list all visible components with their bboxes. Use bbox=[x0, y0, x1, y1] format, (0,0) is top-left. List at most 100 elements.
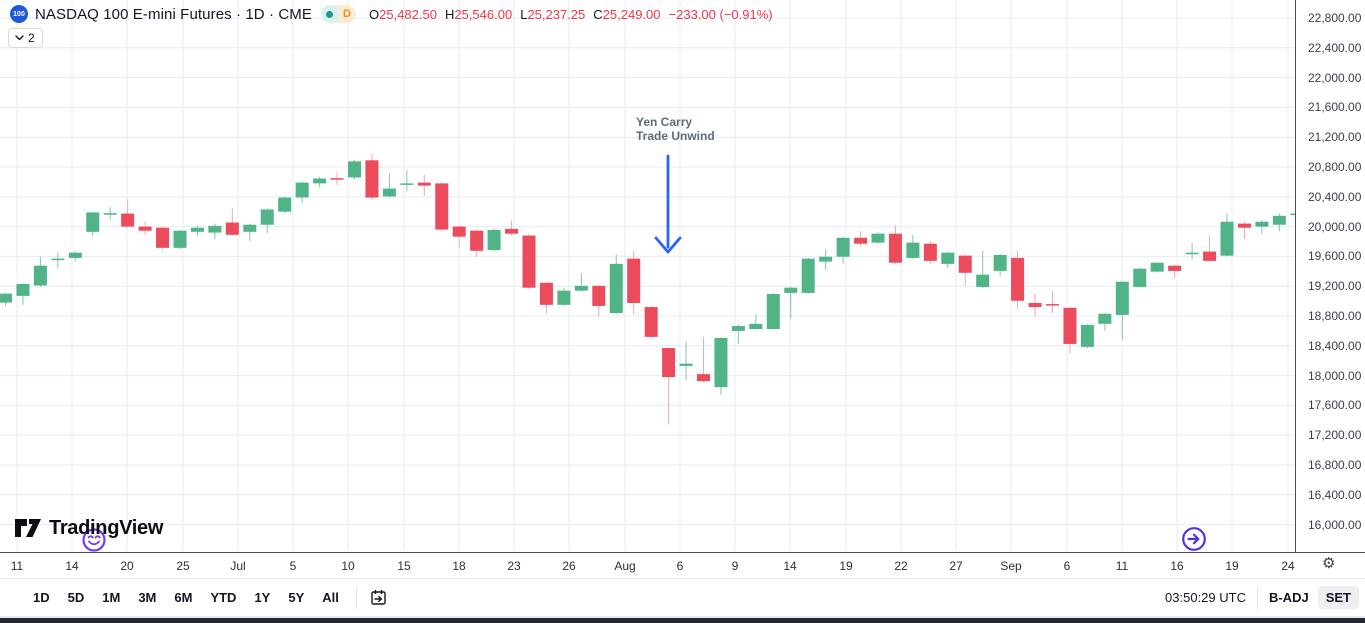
time-tick-label: 11 bbox=[10, 559, 24, 573]
bottom-toolbar: 1D 5D 1M 3M 6M YTD 1Y 5Y All 03:50:29 UTC B-ADJ … bbox=[0, 578, 1365, 616]
candle-body bbox=[679, 363, 693, 366]
time-axis[interactable]: 11 14 20 25 Jul 5 10 15 18 23 26 Aug 6 9 14 19 22 27 Sep 6 1… bbox=[0, 552, 1365, 578]
toolbar-divider bbox=[355, 586, 357, 609]
candle-body bbox=[435, 183, 449, 230]
candle-body bbox=[1098, 313, 1112, 324]
scroll-to-recent-button[interactable] bbox=[1181, 526, 1207, 552]
open-readout: O25,482.50 bbox=[369, 7, 437, 22]
object-tree-toggle-button[interactable]: 2 bbox=[8, 28, 43, 48]
candle-body bbox=[243, 224, 257, 232]
candle-body bbox=[1290, 213, 1295, 216]
candle-body bbox=[156, 227, 170, 248]
adjustment-toggle[interactable]: B-ADJ bbox=[1268, 590, 1309, 605]
candle-body bbox=[1011, 257, 1025, 301]
chart-canvas[interactable]: 100 NASDAQ 100 E-mini Futures · 1D · CME… bbox=[0, 0, 1295, 552]
range-button-3m[interactable]: 3M bbox=[138, 590, 157, 605]
candle-body bbox=[1185, 252, 1199, 255]
range-button-5d[interactable]: 5D bbox=[67, 590, 85, 605]
candle-body bbox=[1028, 302, 1042, 308]
change-value: −233.00 (−0.91%) bbox=[668, 6, 773, 22]
candle-body bbox=[923, 243, 937, 261]
candle-body bbox=[958, 255, 972, 273]
range-button-all[interactable]: All bbox=[322, 590, 339, 605]
candle-body bbox=[1080, 324, 1094, 347]
time-tick-label: Jul bbox=[230, 559, 246, 573]
session-toggle[interactable]: SET bbox=[1317, 586, 1359, 609]
candle-body bbox=[173, 230, 187, 248]
time-tick-label: 18 bbox=[452, 559, 466, 573]
candle-body bbox=[766, 294, 780, 330]
toolbar-right-group: 03:50:29 UTC B-ADJ SET bbox=[1165, 586, 1359, 609]
candle-body bbox=[278, 197, 292, 212]
range-button-ytd[interactable]: YTD bbox=[210, 590, 237, 605]
close-readout: C25,249.00 bbox=[593, 7, 660, 22]
time-tick-label: 11 bbox=[1115, 559, 1129, 573]
toolbar-divider bbox=[1256, 586, 1258, 609]
candle-body bbox=[836, 237, 850, 257]
candle-body bbox=[1237, 223, 1251, 228]
ohlc-readout: O25,482.50 H25,546.00 L25,237.25 C25,249… bbox=[369, 7, 773, 22]
range-button-1d[interactable]: 1D bbox=[33, 590, 50, 605]
market-open-dot-icon bbox=[326, 10, 333, 18]
candle-body bbox=[1133, 268, 1147, 287]
high-value: 25,546.00 bbox=[454, 6, 513, 22]
open-label: O bbox=[369, 6, 380, 22]
price-tick-label: 18,400.00 bbox=[1308, 338, 1362, 353]
candle-body bbox=[330, 178, 344, 180]
candle-body bbox=[993, 254, 1007, 271]
price-tick-label: 20,400.00 bbox=[1308, 189, 1362, 204]
candle-body bbox=[714, 337, 728, 388]
candle-body bbox=[225, 222, 239, 235]
candle-body bbox=[190, 227, 204, 232]
status-interval-pill[interactable]: D bbox=[321, 5, 356, 23]
candle-body bbox=[592, 285, 606, 306]
time-tick-label: 9 bbox=[731, 559, 739, 573]
market-status[interactable] bbox=[321, 5, 338, 23]
time-tick-label: 19 bbox=[1225, 559, 1239, 573]
time-tick-label: 22 bbox=[894, 559, 908, 573]
tradingview-logo[interactable]: TradingView bbox=[14, 516, 163, 540]
time-tick-label: 5 bbox=[289, 559, 297, 573]
range-button-6m[interactable]: 6M bbox=[174, 590, 193, 605]
candle-body bbox=[505, 228, 519, 234]
range-button-1y[interactable]: 1Y bbox=[254, 590, 271, 605]
candle-body bbox=[1063, 307, 1077, 344]
emoji-sticker[interactable] bbox=[81, 527, 107, 552]
candle-body bbox=[819, 256, 833, 262]
range-button-1m[interactable]: 1M bbox=[102, 590, 121, 605]
annotation-text[interactable]: Yen Carry Trade Unwind bbox=[636, 115, 715, 143]
candle-body bbox=[731, 326, 745, 331]
candle-body bbox=[557, 290, 571, 305]
candle-body bbox=[644, 307, 658, 337]
axis-settings-gear-icon[interactable]: ⚙ bbox=[1322, 555, 1336, 572]
price-tick-label: 17,600.00 bbox=[1308, 398, 1362, 413]
close-value: 25,249.00 bbox=[602, 6, 661, 22]
session-clock[interactable]: 03:50:29 UTC bbox=[1165, 590, 1246, 605]
candle-body bbox=[365, 160, 379, 198]
time-tick-label: 24 bbox=[1281, 559, 1295, 573]
candle-body bbox=[260, 209, 274, 225]
candle-body bbox=[609, 263, 623, 314]
price-axis[interactable]: 22,800.00 22,400.00 22,000.00 21,600.00 21,2… bbox=[1295, 0, 1365, 578]
candle-body bbox=[138, 226, 152, 231]
candle-body bbox=[103, 213, 117, 215]
candle-body bbox=[888, 233, 902, 263]
price-tick-label: 18,800.00 bbox=[1308, 309, 1362, 323]
symbol-title[interactable]: NASDAQ 100 E-mini Futures · 1D · CME bbox=[35, 5, 312, 23]
candle-body bbox=[1203, 251, 1217, 261]
candle-body bbox=[801, 258, 815, 293]
candle-body bbox=[0, 293, 12, 303]
price-tick-label: 20,000.00 bbox=[1308, 219, 1362, 234]
symbol-legend[interactable]: 100 NASDAQ 100 E-mini Futures · 1D · CME… bbox=[10, 5, 773, 23]
candle-body bbox=[400, 183, 414, 185]
candle-body bbox=[452, 226, 466, 237]
candle-body bbox=[539, 282, 553, 305]
candle-body bbox=[871, 233, 885, 243]
range-button-5y[interactable]: 5Y bbox=[288, 590, 305, 605]
go-to-date-button[interactable] bbox=[365, 586, 392, 609]
open-value: 25,482.50 bbox=[379, 6, 437, 22]
interval-badge[interactable]: D bbox=[338, 5, 356, 23]
candle-body bbox=[627, 258, 641, 303]
candle-body bbox=[348, 161, 361, 178]
